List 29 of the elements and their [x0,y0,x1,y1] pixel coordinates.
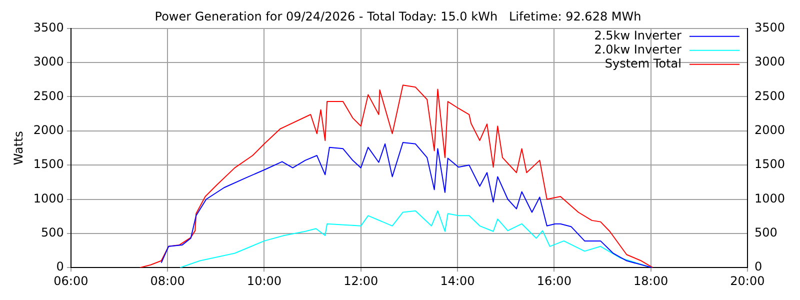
x-tick-label: 16:00 [536,274,572,288]
y-tick-label: 500 [41,226,64,240]
y-axis-title: Watts [11,130,26,166]
y-tick-label: 0 [56,260,64,274]
x-tick-label: 12:00 [344,274,378,288]
y2-tick-label: 500 [754,226,778,240]
x-tick-label: 20:00 [730,274,765,288]
y-tick-label: 2000 [33,123,64,138]
y2-tick-label: 3000 [754,54,786,69]
y2-tick-label: 1000 [754,191,786,206]
x-tick-label: 18:00 [634,274,668,288]
y-tick-label: 3500 [33,20,64,35]
y-tick-label: 1000 [33,191,64,206]
legend-label: 2.5kw Inverter [594,28,682,43]
x-tick-label: 14:00 [440,274,475,288]
y2-tick-label: 2500 [754,88,786,103]
y-tick-label: 3000 [33,54,64,69]
legend-label: 2.0kw Inverter [594,42,682,57]
y2-tick-label: 0 [754,260,762,274]
y-tick-label: 2500 [33,88,64,103]
chart-title: Power Generation for 09/24/2026 - Total Today: 15.0 kWh Lifetime: 92.628 MWh [154,9,642,24]
legend-label: System Total [604,56,682,71]
x-tick-label: 10:00 [246,274,282,288]
y2-tick-label: 1500 [754,157,786,172]
x-tick-label: 08:00 [150,274,185,288]
y2-tick-label: 3500 [754,20,786,35]
x-tick-label: 06:00 [54,274,88,288]
y-tick-label: 1500 [33,157,64,172]
y2-tick-label: 2000 [754,123,786,138]
